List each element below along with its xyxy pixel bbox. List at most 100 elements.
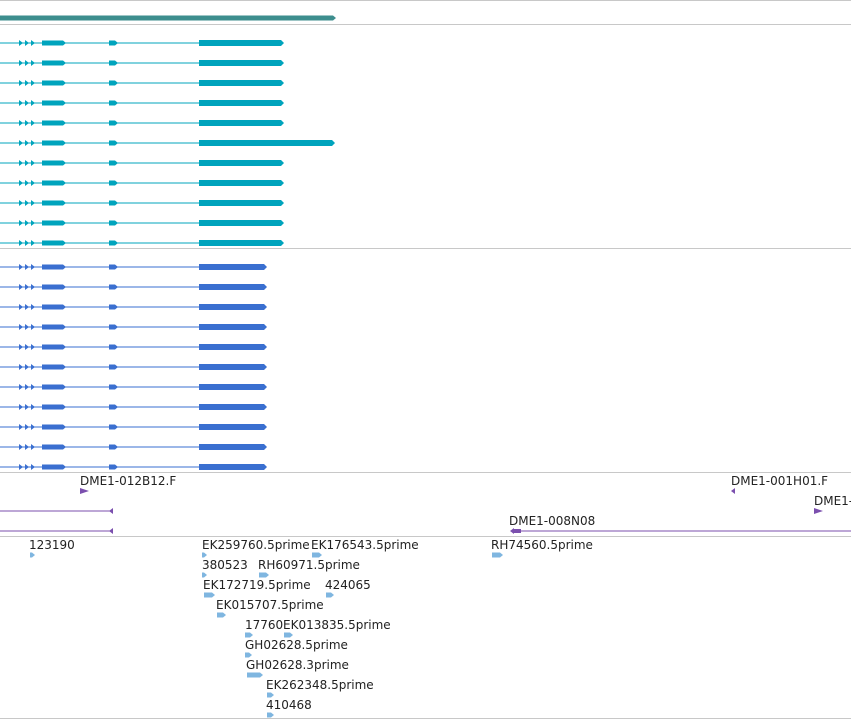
exon-block: [199, 284, 267, 290]
transcript-row[interactable]: [0, 120, 284, 126]
clone-end-feature[interactable]: [0, 508, 113, 514]
clone-end-feature[interactable]: [0, 528, 113, 534]
exon-block: [42, 324, 66, 330]
exon-arrow: [25, 60, 29, 66]
transcript-row[interactable]: [0, 80, 284, 86]
exon-block: [109, 344, 118, 350]
exon-arrow: [25, 444, 29, 450]
transcript-row[interactable]: [0, 140, 335, 146]
est-label: EK259760.5prime: [202, 538, 310, 552]
transcript-row[interactable]: [0, 180, 284, 186]
exon-arrow: [19, 120, 23, 126]
exon-arrow: [25, 384, 29, 390]
clone-end-feature[interactable]: DME1-008N08: [509, 514, 851, 534]
exon-block: [42, 344, 66, 350]
exon-arrow: [25, 464, 29, 470]
exon-block: [109, 264, 118, 270]
exon-block: [199, 60, 284, 66]
transcript-row[interactable]: [0, 240, 284, 246]
exon-block: [109, 324, 118, 330]
est-label: EK013835.5prime: [283, 618, 391, 632]
exon-arrow: [19, 264, 23, 270]
exon-block: [199, 444, 267, 450]
transcript-row[interactable]: [0, 464, 267, 470]
transcript-row[interactable]: [0, 284, 267, 290]
est-feature[interactable]: EK172719.5prime: [203, 578, 311, 598]
exon-arrow: [19, 100, 23, 106]
exon-arrow: [31, 240, 35, 246]
transcript-row[interactable]: [0, 60, 284, 66]
transcript-row[interactable]: [0, 444, 267, 450]
transcript-row[interactable]: [0, 100, 284, 106]
exon-block: [199, 384, 267, 390]
transcript-row[interactable]: [0, 424, 267, 430]
transcript-row[interactable]: [0, 384, 267, 390]
transcript-row[interactable]: [0, 364, 267, 370]
exon-block: [42, 140, 66, 146]
est-feature[interactable]: GH02628.3prime: [246, 658, 349, 678]
exon-block: [199, 240, 284, 246]
exon-block: [42, 180, 66, 186]
exon-block: [199, 344, 267, 350]
est-feature[interactable]: RH60971.5prime: [258, 558, 360, 578]
exon-arrow: [19, 284, 23, 290]
exon-arrow: [19, 304, 23, 310]
est-label: 410468: [266, 698, 312, 712]
est-feature[interactable]: 380523: [202, 558, 248, 578]
est-feature[interactable]: EK259760.5prime: [202, 538, 310, 558]
transcript-row[interactable]: [0, 344, 267, 350]
exon-block: [245, 652, 252, 658]
transcript-row[interactable]: [0, 324, 267, 330]
clone-label: DME1-001H01.F: [731, 474, 828, 488]
transcript-row[interactable]: [0, 264, 267, 270]
exon-block: [267, 712, 274, 718]
exon-block: [42, 100, 66, 106]
est-feature[interactable]: 17760: [245, 618, 283, 638]
exon-block: [199, 120, 284, 126]
est-feature[interactable]: 410468: [266, 698, 312, 718]
est-feature[interactable]: EK015707.5prime: [216, 598, 324, 618]
exon-arrow: [31, 464, 35, 470]
exon-arrow: [19, 200, 23, 206]
cyan-transcript-group: [0, 40, 335, 246]
est-feature[interactable]: GH02628.5prime: [245, 638, 348, 658]
transcript-row[interactable]: [0, 404, 267, 410]
exon-arrow: [19, 40, 23, 46]
exon-block: [109, 100, 118, 106]
est-feature[interactable]: 424065: [325, 578, 371, 598]
exon-block: [109, 364, 118, 370]
exon-arrow: [25, 404, 29, 410]
transcript-row[interactable]: [0, 200, 284, 206]
clone-label: DME1-: [814, 494, 851, 508]
est-feature[interactable]: EK013835.5prime: [283, 618, 391, 638]
est-feature[interactable]: RH74560.5prime: [491, 538, 593, 558]
est-label: EK015707.5prime: [216, 598, 324, 612]
clone-end-feature[interactable]: DME1-001H01.F: [731, 474, 828, 494]
transcript-row[interactable]: [0, 160, 284, 166]
clone-end-feature[interactable]: DME1-: [814, 494, 851, 514]
est-feature[interactable]: EK262348.5prime: [266, 678, 374, 698]
exon-block: [199, 160, 284, 166]
exon-block: [42, 40, 66, 46]
transcript-row[interactable]: [0, 304, 267, 310]
exon-arrow: [19, 80, 23, 86]
exon-block: [109, 180, 118, 186]
exon-block: [109, 80, 118, 86]
transcript-row[interactable]: [0, 40, 284, 46]
est-feature[interactable]: 123190: [29, 538, 75, 558]
exon-block: [202, 552, 207, 558]
est-label: GH02628.5prime: [245, 638, 348, 652]
exon-block: [199, 424, 267, 430]
exon-arrow: [31, 324, 35, 330]
transcript-row[interactable]: [0, 220, 284, 226]
exon-arrow: [31, 444, 35, 450]
exon-block: [199, 80, 284, 86]
est-feature[interactable]: EK176543.5prime: [311, 538, 419, 558]
exon-block: [42, 304, 66, 310]
exon-block: [42, 60, 66, 66]
top-gene-feature[interactable]: [0, 15, 336, 21]
clone-end-feature[interactable]: DME1-012B12.F: [80, 474, 176, 494]
exon-arrow: [25, 364, 29, 370]
exon-block: [284, 632, 293, 638]
exon-arrow: [31, 220, 35, 226]
